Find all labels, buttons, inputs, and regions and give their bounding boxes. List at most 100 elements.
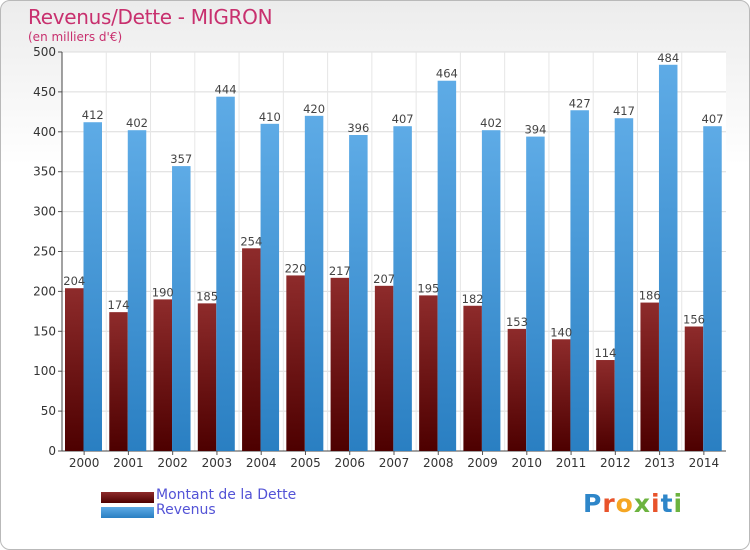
bar-dette (109, 312, 128, 451)
y-tick-label: 300 (33, 205, 56, 219)
data-label-revenus: 484 (657, 51, 679, 65)
data-label-revenus: 402 (126, 116, 148, 130)
x-tick-label: 2011 (556, 456, 587, 470)
bar-revenus (83, 122, 102, 451)
y-tick-label: 100 (33, 364, 56, 378)
data-label-dette: 114 (594, 346, 616, 360)
chart-title: Revenus/Dette - MIGRON (28, 5, 273, 29)
bar-dette (419, 295, 438, 451)
data-label-revenus: 420 (303, 102, 325, 116)
logo-letter: r (602, 489, 616, 518)
data-label-dette: 207 (373, 272, 395, 286)
bar-revenus (349, 134, 368, 451)
data-label-dette: 182 (462, 292, 484, 306)
y-tick-label: 250 (33, 245, 56, 259)
bar-dette (640, 302, 659, 451)
data-label-revenus: 396 (347, 121, 369, 135)
x-tick-label: 2000 (69, 456, 100, 470)
legend-swatch-revenus (101, 507, 154, 518)
data-label-dette: 217 (329, 264, 351, 278)
bar-revenus (658, 64, 678, 451)
bar-dette (507, 328, 527, 451)
bar-revenus (393, 126, 412, 452)
y-tick-label: 200 (33, 284, 56, 298)
y-tick-label: 0 (48, 444, 56, 458)
y-tick-label: 500 (33, 45, 56, 59)
bar-dette (551, 339, 571, 451)
x-tick-label: 2014 (689, 456, 720, 470)
data-label-revenus: 417 (613, 104, 635, 118)
y-tick-label: 400 (33, 125, 56, 139)
y-tick-label: 50 (41, 404, 56, 418)
x-tick-label: 2009 (467, 456, 498, 470)
x-tick-label: 2012 (600, 456, 631, 470)
bar-revenus (216, 96, 235, 452)
x-tick-label: 2010 (512, 456, 543, 470)
logo-letter: P (583, 489, 603, 518)
data-label-revenus: 407 (702, 112, 724, 126)
logo-letter: i (673, 489, 684, 518)
y-tick-label: 150 (33, 324, 56, 338)
data-label-revenus: 427 (569, 96, 591, 110)
data-label-revenus: 407 (392, 112, 414, 126)
y-tick-label: 350 (33, 165, 56, 179)
data-label-dette: 190 (152, 285, 174, 299)
logo-letter: x (633, 489, 651, 518)
x-tick-label: 2002 (157, 456, 188, 470)
data-label-revenus: 464 (436, 67, 458, 81)
x-tick-label: 2004 (246, 456, 277, 470)
bar-dette (286, 275, 305, 451)
x-tick-label: 2005 (290, 456, 321, 470)
legend-label-debt: Montant de la Dette (156, 487, 297, 503)
x-tick-label: 2003 (202, 456, 233, 470)
bar-dette (596, 360, 615, 451)
data-labels: 204 412 174 402 190 357 185 444 254 410 220 420 217 3… (63, 51, 723, 360)
bar-dette (242, 248, 261, 451)
data-label-dette: 204 (63, 274, 85, 288)
bar-dette (197, 303, 217, 451)
data-label-dette: 140 (550, 325, 572, 339)
proxiti-logo: Proxiti (583, 489, 683, 518)
data-label-dette: 186 (639, 289, 661, 303)
legend-swatch-debt (101, 492, 154, 503)
legend-label-revenus: Revenus (156, 502, 216, 518)
bar-dette (330, 277, 350, 451)
data-label-revenus: 410 (259, 110, 281, 124)
logo-letter: i (651, 489, 661, 518)
data-label-revenus: 412 (82, 108, 104, 122)
bar-dette (374, 285, 394, 451)
data-label-revenus: 357 (170, 152, 192, 166)
logo-letter: o (615, 489, 634, 518)
x-tick-label: 2007 (379, 456, 410, 470)
data-label-revenus: 394 (524, 123, 546, 137)
bar-revenus (304, 115, 324, 451)
data-label-dette: 254 (240, 234, 262, 248)
bar-revenus (703, 126, 722, 452)
bar-dette (684, 326, 704, 451)
bar-revenus (481, 130, 501, 452)
x-tick-label: 2013 (644, 456, 675, 470)
y-tick-label: 450 (33, 85, 56, 99)
bar-dette (463, 305, 482, 451)
bar-dette (153, 299, 173, 451)
bar-dette (65, 288, 84, 451)
bars (65, 64, 722, 452)
bar-revenus (526, 136, 545, 451)
bar-revenus (127, 130, 147, 452)
data-label-revenus: 402 (480, 116, 502, 130)
x-tick-label: 2008 (423, 456, 454, 470)
bar-revenus (614, 118, 634, 451)
data-label-dette: 195 (417, 281, 439, 295)
bar-revenus (172, 166, 191, 451)
data-label-revenus: 444 (215, 83, 237, 97)
data-label-dette: 174 (108, 298, 130, 312)
chart-subtitle: (en milliers d'€) (28, 30, 123, 44)
logo-letter: t (660, 489, 674, 518)
x-tick-label: 2001 (113, 456, 144, 470)
data-label-dette: 156 (683, 313, 705, 327)
bar-revenus (437, 80, 457, 451)
x-tick-label: 2006 (334, 456, 365, 470)
bar-revenus (570, 110, 589, 451)
